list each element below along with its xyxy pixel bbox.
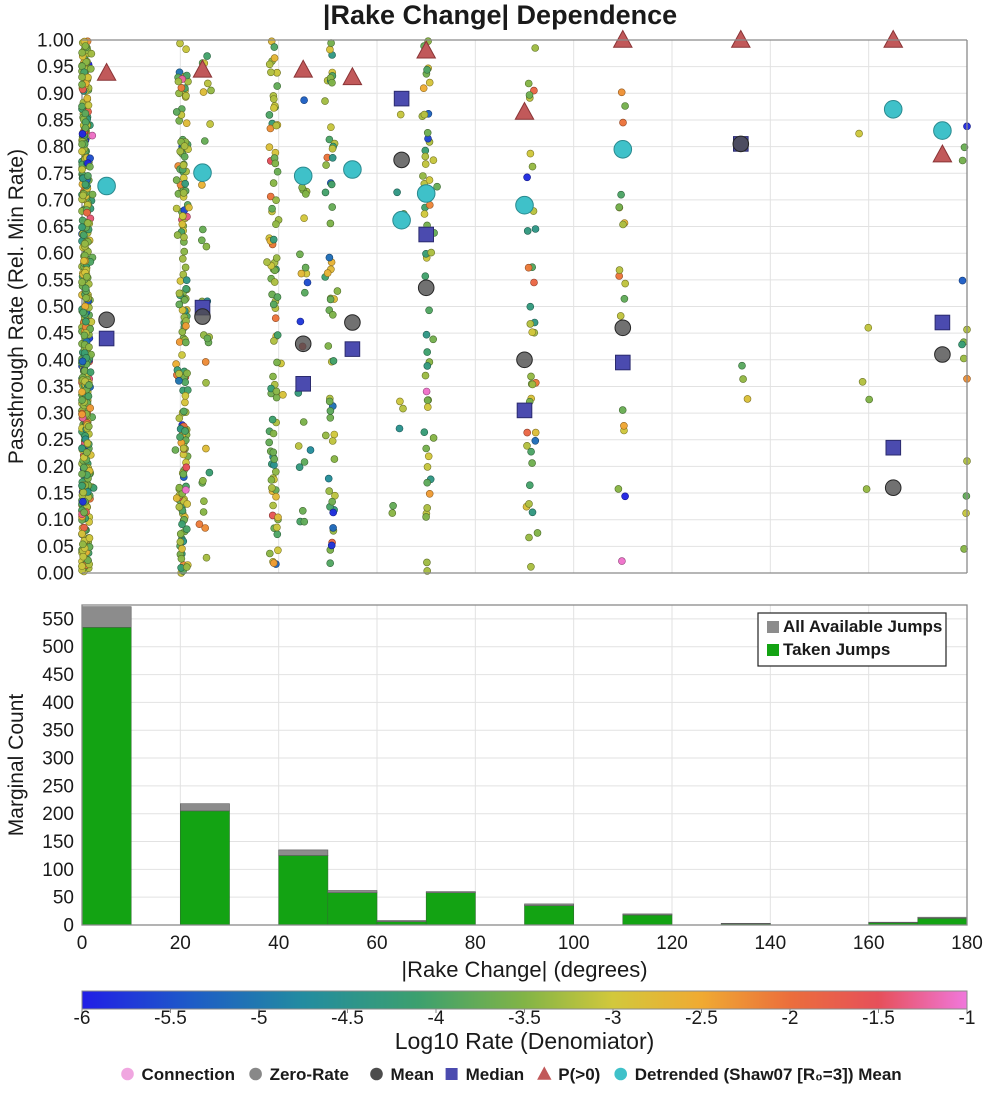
- svg-text:0.00: 0.00: [37, 564, 74, 585]
- svg-text:Log10 Rate (Denomiator): Log10 Rate (Denomiator): [395, 1028, 655, 1054]
- svg-text:40: 40: [268, 933, 289, 954]
- svg-text:80: 80: [465, 933, 486, 954]
- svg-text:0.35: 0.35: [37, 377, 74, 398]
- svg-text:0.70: 0.70: [37, 190, 74, 211]
- svg-text:350: 350: [42, 721, 74, 742]
- svg-text:0.05: 0.05: [37, 537, 74, 558]
- svg-text:160: 160: [853, 933, 885, 954]
- svg-text:0.65: 0.65: [37, 217, 74, 238]
- svg-text:550: 550: [42, 609, 74, 630]
- svg-text:140: 140: [754, 933, 786, 954]
- svg-text:-6: -6: [74, 1008, 91, 1029]
- svg-text:|Rake Change| Dependence: |Rake Change| Dependence: [323, 0, 677, 30]
- svg-text:0: 0: [77, 933, 88, 954]
- svg-text:0.25: 0.25: [37, 430, 74, 451]
- svg-text:0.40: 0.40: [37, 350, 74, 371]
- svg-text:20: 20: [170, 933, 191, 954]
- svg-text:50: 50: [53, 888, 74, 909]
- svg-text:-5: -5: [251, 1008, 268, 1029]
- svg-text:100: 100: [558, 933, 590, 954]
- svg-text:Zero-Rate: Zero-Rate: [270, 1065, 349, 1084]
- svg-text:Marginal Count: Marginal Count: [5, 694, 28, 837]
- svg-text:-3.5: -3.5: [508, 1008, 541, 1029]
- svg-text:450: 450: [42, 665, 74, 686]
- svg-text:Mean: Mean: [391, 1065, 434, 1084]
- svg-text:|Rake Change| (degrees): |Rake Change| (degrees): [401, 957, 647, 982]
- svg-text:0.80: 0.80: [37, 137, 74, 158]
- svg-text:0.50: 0.50: [37, 297, 74, 318]
- svg-text:400: 400: [42, 693, 74, 714]
- svg-text:250: 250: [42, 776, 74, 797]
- svg-text:-5.5: -5.5: [154, 1008, 187, 1029]
- svg-text:-1: -1: [959, 1008, 976, 1029]
- svg-text:0.95: 0.95: [37, 57, 74, 78]
- svg-text:0.30: 0.30: [37, 404, 74, 425]
- svg-text:Taken Jumps: Taken Jumps: [783, 640, 890, 659]
- svg-text:0.85: 0.85: [37, 110, 74, 131]
- svg-text:P(>0): P(>0): [558, 1065, 600, 1084]
- svg-text:180: 180: [951, 933, 983, 954]
- svg-text:All Available Jumps: All Available Jumps: [783, 617, 942, 636]
- svg-text:0.10: 0.10: [37, 510, 74, 531]
- svg-text:300: 300: [42, 749, 74, 770]
- svg-text:Detrended (Shaw07 [R₀=3]) Mean: Detrended (Shaw07 [R₀=3]) Mean: [635, 1065, 902, 1084]
- svg-text:120: 120: [656, 933, 688, 954]
- svg-text:60: 60: [366, 933, 387, 954]
- svg-text:Passthrough Rate (Rel. Min Rat: Passthrough Rate (Rel. Min Rate): [5, 149, 28, 464]
- svg-text:0.55: 0.55: [37, 270, 74, 291]
- svg-text:Connection: Connection: [142, 1065, 236, 1084]
- svg-text:-3: -3: [605, 1008, 622, 1029]
- svg-text:0.45: 0.45: [37, 324, 74, 345]
- svg-text:0.20: 0.20: [37, 457, 74, 478]
- svg-text:0.90: 0.90: [37, 84, 74, 105]
- svg-text:-4.5: -4.5: [331, 1008, 364, 1029]
- svg-text:-1.5: -1.5: [862, 1008, 895, 1029]
- svg-text:100: 100: [42, 860, 74, 881]
- svg-text:150: 150: [42, 832, 74, 853]
- svg-text:0.60: 0.60: [37, 244, 74, 265]
- svg-text:-2: -2: [782, 1008, 799, 1029]
- svg-text:0: 0: [63, 916, 74, 937]
- svg-text:-2.5: -2.5: [685, 1008, 718, 1029]
- svg-text:0.15: 0.15: [37, 484, 74, 505]
- svg-text:500: 500: [42, 637, 74, 658]
- svg-text:1.00: 1.00: [37, 31, 74, 52]
- svg-text:Median: Median: [466, 1065, 525, 1084]
- svg-text:200: 200: [42, 804, 74, 825]
- svg-text:0.75: 0.75: [37, 164, 74, 185]
- svg-text:-4: -4: [428, 1008, 445, 1029]
